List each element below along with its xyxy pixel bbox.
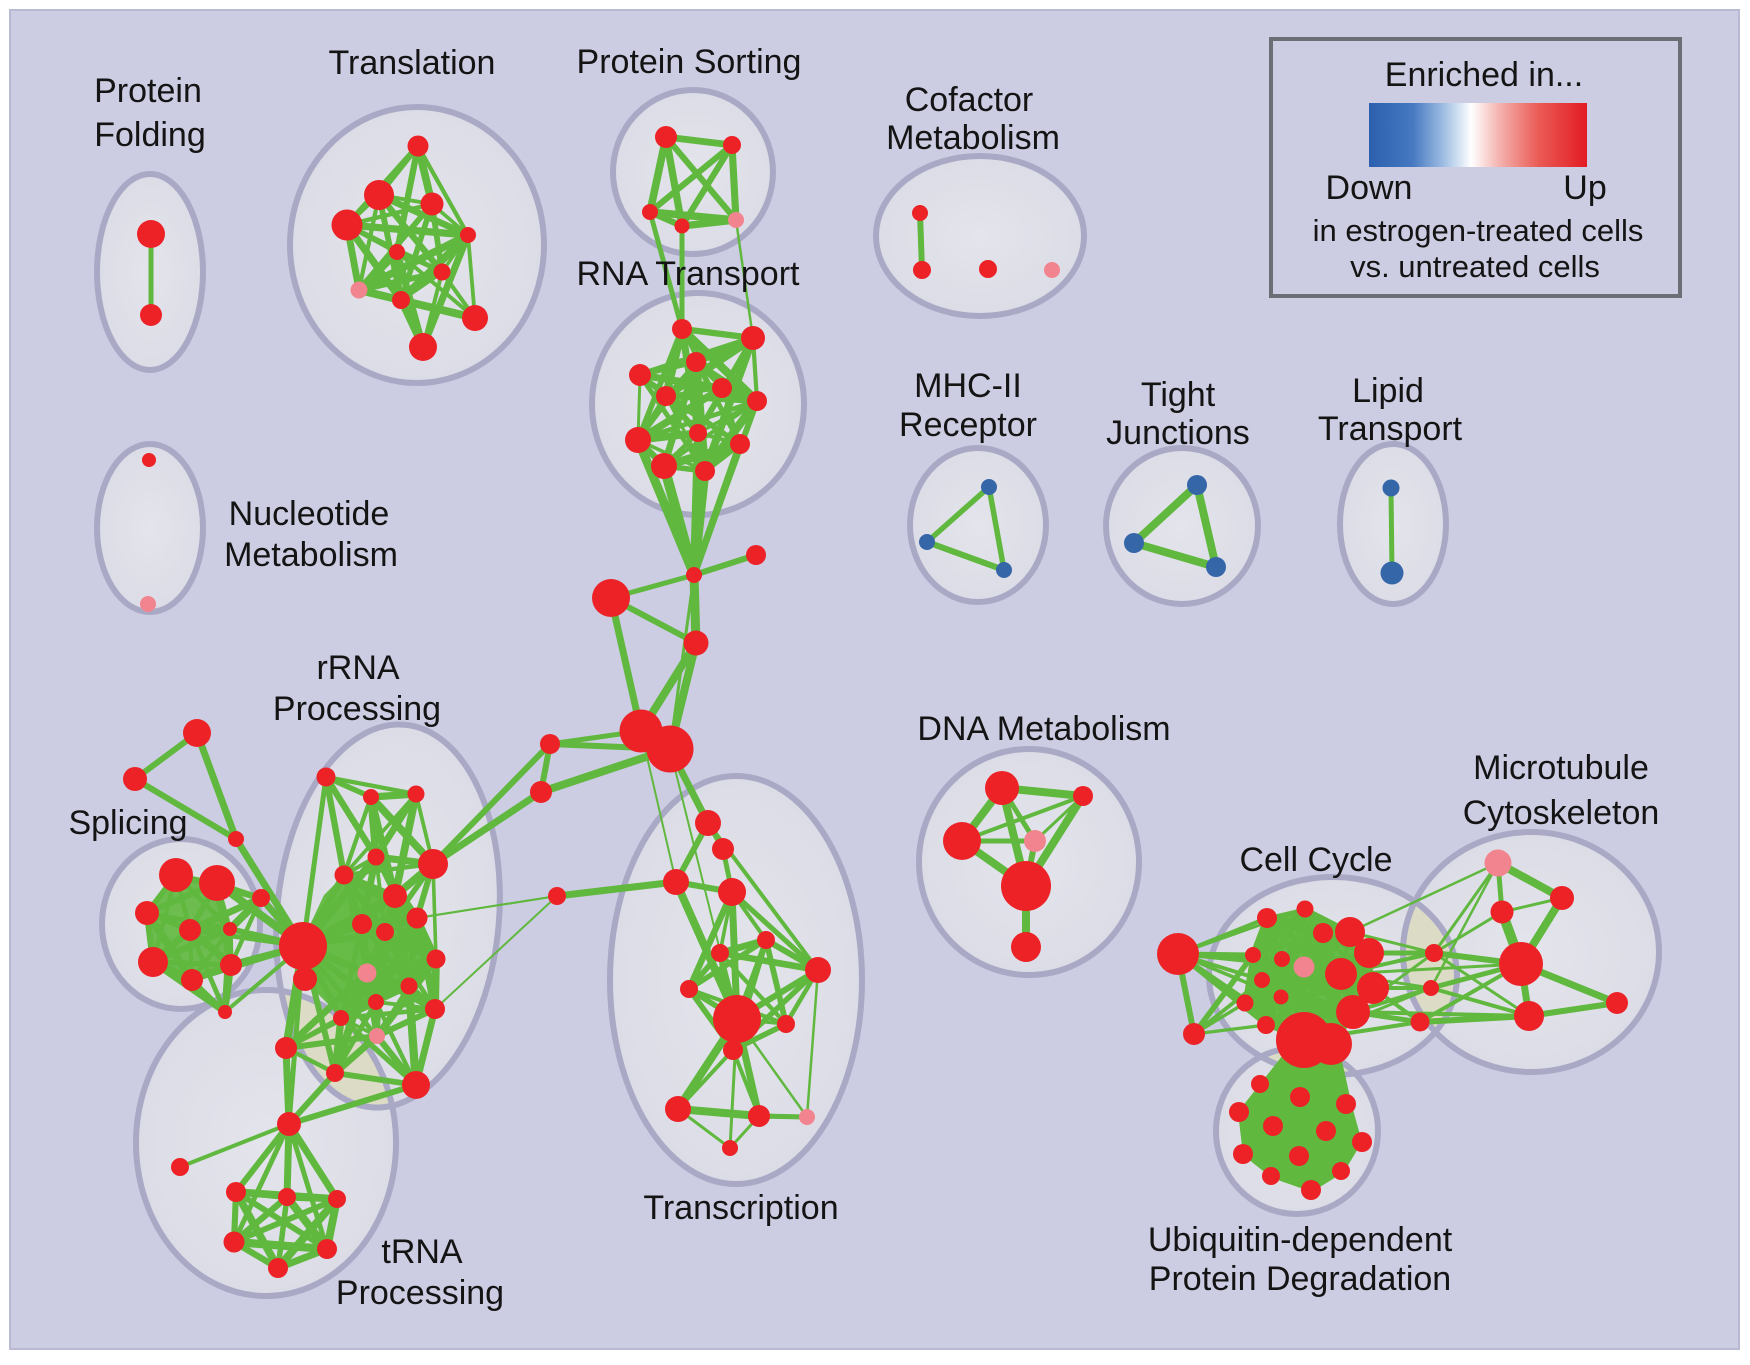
svg-text:Processing: Processing	[336, 1274, 504, 1312]
svg-text:Ubiquitin-dependent: Ubiquitin-dependent	[1148, 1221, 1453, 1259]
svg-text:vs. untreated cells: vs. untreated cells	[1350, 249, 1600, 284]
svg-text:Splicing: Splicing	[68, 804, 187, 842]
svg-text:MHC-II: MHC-II	[914, 367, 1022, 405]
svg-text:RNA Transport: RNA Transport	[577, 255, 801, 293]
svg-text:Lipid: Lipid	[1352, 372, 1424, 410]
svg-text:Cofactor: Cofactor	[905, 81, 1034, 119]
svg-text:Transport: Transport	[1318, 410, 1463, 448]
svg-text:Protein: Protein	[94, 72, 202, 110]
svg-text:Metabolism: Metabolism	[886, 119, 1060, 157]
svg-text:Nucleotide: Nucleotide	[229, 495, 390, 533]
svg-text:DNA Metabolism: DNA Metabolism	[917, 710, 1170, 748]
svg-text:Processing: Processing	[273, 690, 441, 728]
svg-text:Protein Sorting: Protein Sorting	[577, 43, 802, 81]
svg-text:Translation: Translation	[329, 44, 496, 82]
svg-text:Cell Cycle: Cell Cycle	[1239, 841, 1392, 879]
svg-text:Microtubule: Microtubule	[1473, 749, 1649, 787]
svg-text:Cytoskeleton: Cytoskeleton	[1463, 794, 1660, 832]
svg-text:Transcription: Transcription	[643, 1189, 838, 1227]
svg-text:Metabolism: Metabolism	[224, 536, 398, 574]
svg-text:rRNA: rRNA	[316, 649, 399, 687]
svg-text:Enriched in...: Enriched in...	[1385, 56, 1583, 94]
svg-text:Junctions: Junctions	[1106, 414, 1250, 452]
svg-text:Receptor: Receptor	[899, 406, 1037, 444]
svg-text:Folding: Folding	[94, 116, 206, 154]
svg-text:Up: Up	[1563, 169, 1606, 207]
svg-text:Protein Degradation: Protein Degradation	[1149, 1260, 1451, 1298]
svg-text:Down: Down	[1326, 169, 1413, 207]
svg-text:in estrogen-treated cells: in estrogen-treated cells	[1313, 213, 1644, 248]
svg-text:Tight: Tight	[1141, 376, 1216, 414]
svg-text:tRNA: tRNA	[381, 1233, 463, 1271]
